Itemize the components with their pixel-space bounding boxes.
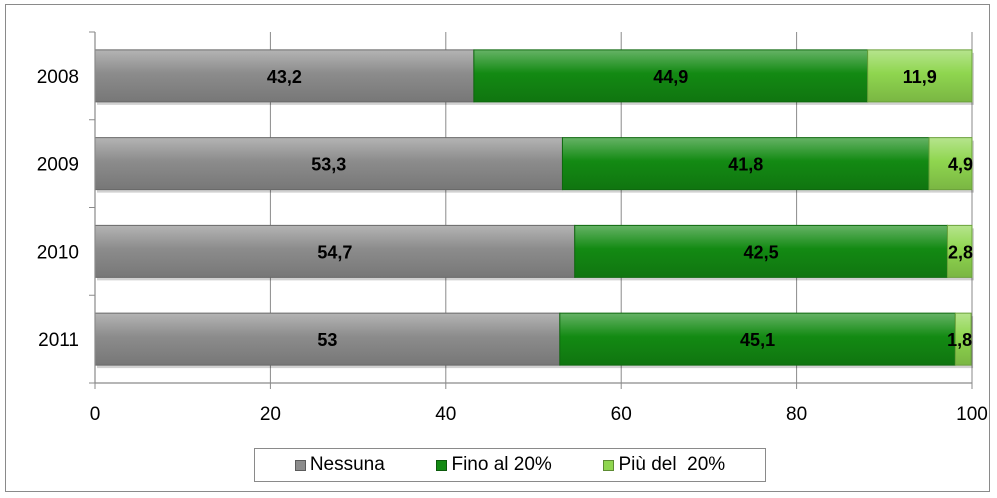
bar-fino-al-20-2009	[561, 137, 930, 191]
data-label: 53	[317, 330, 337, 350]
axes: 0 20 40 60 80 100 2008 2009 2010 2011	[37, 31, 988, 425]
legend-label: Più del 20%	[618, 454, 726, 475]
data-label: 42,5	[744, 242, 779, 262]
bar-nessuna-2010	[94, 224, 576, 278]
x-tick-label: 0	[90, 404, 101, 425]
data-label: 43,2	[267, 67, 302, 87]
data-label: 2,8	[948, 242, 973, 262]
x-tick-label: 100	[956, 404, 988, 425]
bar-pi-del-20-2008	[867, 49, 973, 103]
bar-pi-del-20-2010	[946, 224, 973, 278]
bar-fino-al-20-2008	[473, 49, 869, 103]
legend-item: Nessuna	[294, 454, 385, 476]
data-label: 44,9	[653, 67, 688, 87]
y-tick-label: 2010	[37, 242, 79, 263]
legend-label: Nessuna	[309, 454, 385, 475]
bar-pi-del-20-2011	[954, 312, 972, 366]
data-label: 53,3	[311, 155, 346, 175]
data-label: 45,1	[740, 330, 775, 350]
bar-fino-al-20-2011	[559, 312, 956, 366]
data-label: 1,8	[947, 330, 972, 350]
x-tick-label: 80	[786, 404, 807, 425]
legend-item: Fino al 20%	[436, 454, 552, 476]
legend-item: Più del 20%	[603, 454, 725, 476]
data-label: 11,9	[903, 67, 937, 87]
legend: Nessuna Fino al 20% Più del 20%	[254, 448, 766, 482]
legend-label: Fino al 20%	[451, 454, 552, 475]
y-tick-label: 2008	[37, 67, 79, 88]
legend-swatch	[436, 459, 448, 471]
data-label: 54,7	[317, 242, 352, 262]
bar-fino-al-20-2010	[574, 224, 948, 278]
bar-nessuna-2008	[94, 49, 475, 103]
data-label: 41,8	[728, 155, 763, 175]
y-tick-label: 2011	[38, 330, 79, 351]
data-label: 4,9	[948, 155, 973, 175]
x-tick-label: 40	[435, 404, 456, 425]
bars: 43,2 44,9 11,9 53,3 41,8 4,9 54,7 42,5 2,8 53 45,1…	[94, 49, 974, 369]
bar-pi-del-20-2009	[928, 137, 973, 191]
legend-swatch	[603, 459, 615, 471]
bar-nessuna-2011	[94, 312, 561, 366]
legend-swatch	[294, 459, 306, 471]
x-tick-label: 20	[260, 404, 281, 425]
x-tick-label: 60	[611, 404, 632, 425]
y-tick-label: 2009	[37, 155, 79, 176]
